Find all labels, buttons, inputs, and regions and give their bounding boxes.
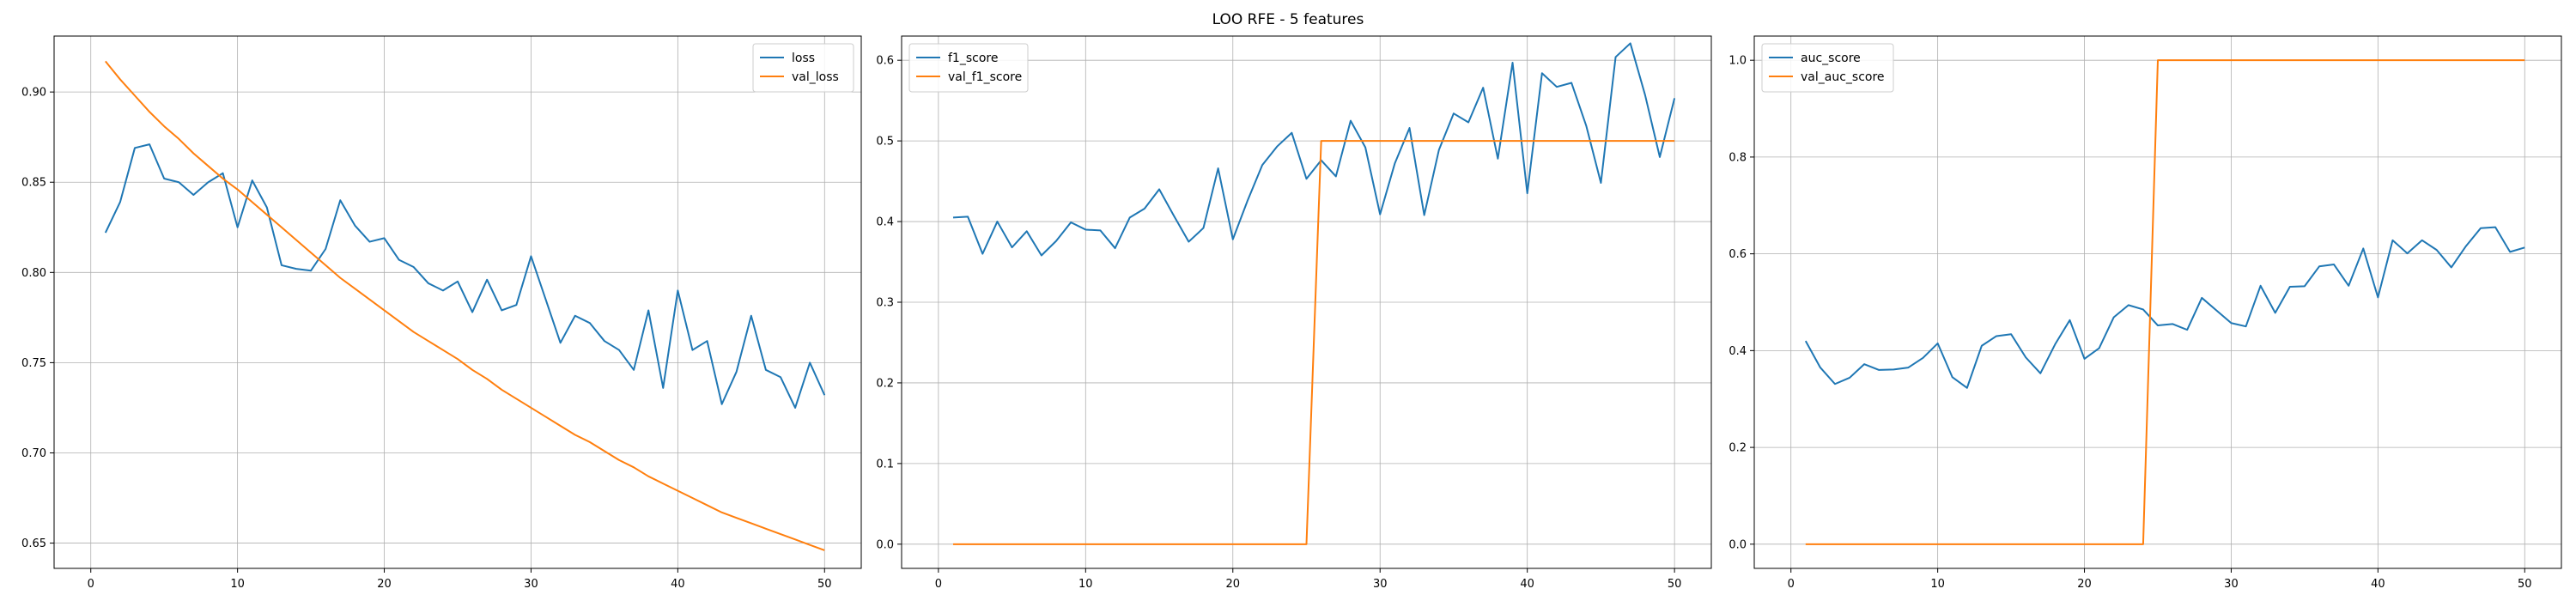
y-tick-label: 0.4 — [876, 216, 894, 229]
y-tick-label: 0.3 — [876, 297, 894, 310]
y-tick-label: 0.75 — [21, 357, 46, 370]
x-tick-label: 50 — [2518, 578, 2532, 591]
y-tick-label: 0.1 — [876, 458, 894, 470]
axes-frame — [53, 35, 862, 569]
legend-label: f1_score — [948, 52, 998, 65]
series-line-f1-score — [952, 42, 1676, 257]
x-tick-label: 20 — [2077, 578, 2092, 591]
x-tick-label: 10 — [1078, 578, 1093, 591]
x-tick-label: 40 — [2371, 578, 2385, 591]
x-tick-label: 20 — [1225, 578, 1240, 591]
legend-label: val_loss — [792, 70, 839, 84]
legend: loss val_loss — [752, 43, 854, 93]
x-tick-label: 10 — [1930, 578, 1945, 591]
x-tick-label: 50 — [1668, 578, 1682, 591]
series-line-val-f1-score — [953, 140, 1675, 545]
y-tick-label: 0.80 — [21, 267, 46, 280]
y-tick-label: 0.85 — [21, 177, 46, 190]
y-tick-label: 0.70 — [21, 447, 46, 460]
x-tick-label: 30 — [2224, 578, 2239, 591]
x-tick-label: 50 — [817, 578, 832, 591]
x-tick-label: 0 — [88, 578, 94, 591]
x-tick-label: 10 — [230, 578, 245, 591]
x-tick-label: 40 — [671, 578, 685, 591]
y-tick-label: 0.5 — [876, 136, 894, 149]
y-tick-label: 0.2 — [876, 377, 894, 390]
figure-title: LOO RFE - 5 features — [1212, 11, 1364, 28]
y-tick-label: 1.0 — [1728, 55, 1747, 68]
y-tick-label: 0.65 — [21, 537, 46, 550]
y-tick-label: 0.0 — [876, 538, 894, 551]
x-tick-label: 30 — [524, 578, 538, 591]
y-tick-label: 0.0 — [1728, 538, 1747, 551]
legend-label: auc_score — [1801, 52, 1861, 65]
series-line-val-loss — [105, 60, 825, 551]
series-line-loss — [104, 143, 826, 409]
subplot-loss: 0 10 20 30 40 50 0.65 0.70 0.75 0.80 0.85 0.90 loss v… — [21, 35, 862, 591]
legend-label: val_auc_score — [1801, 70, 1885, 84]
y-tick-label: 0.2 — [1728, 442, 1747, 455]
legend-label: loss — [792, 52, 815, 65]
x-tick-label: 20 — [377, 578, 392, 591]
legend: auc_score val_auc_score — [1761, 43, 1894, 93]
y-tick-label: 0.4 — [1728, 345, 1747, 358]
y-tick-label: 0.8 — [1728, 151, 1747, 164]
legend: f1_score val_f1_score — [908, 43, 1029, 93]
y-tick-label: 0.6 — [1728, 248, 1747, 261]
x-tick-label: 40 — [1520, 578, 1534, 591]
y-tick-label: 0.90 — [21, 87, 46, 100]
series-line-auc-score — [1804, 226, 2525, 389]
subplot-auc-score: 0 10 20 30 40 50 0.0 0.2 0.4 0.6 0.8 1.0 auc_scoreva… — [1728, 35, 2562, 591]
x-tick-label: 0 — [1788, 578, 1795, 591]
legend-box — [752, 43, 854, 93]
y-tick-label: 0.6 — [876, 55, 894, 68]
subplot-f1-score: 0 10 20 30 40 50 0.0 0.1 0.2 0.3 0.4 0.5 0.6 f1_score… — [876, 35, 1712, 591]
axes-frame — [1753, 35, 2562, 569]
legend-label: val_f1_score — [948, 70, 1022, 84]
x-tick-label: 0 — [935, 578, 942, 591]
legend-box — [908, 43, 1029, 93]
legend-box — [1761, 43, 1894, 93]
x-tick-label: 30 — [1373, 578, 1388, 591]
series-line-val-auc-score — [1805, 59, 2525, 545]
